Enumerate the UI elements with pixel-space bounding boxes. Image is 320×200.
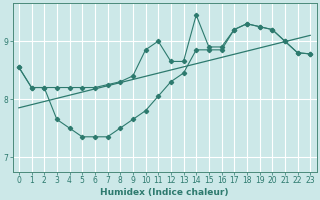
X-axis label: Humidex (Indice chaleur): Humidex (Indice chaleur): [100, 188, 229, 197]
